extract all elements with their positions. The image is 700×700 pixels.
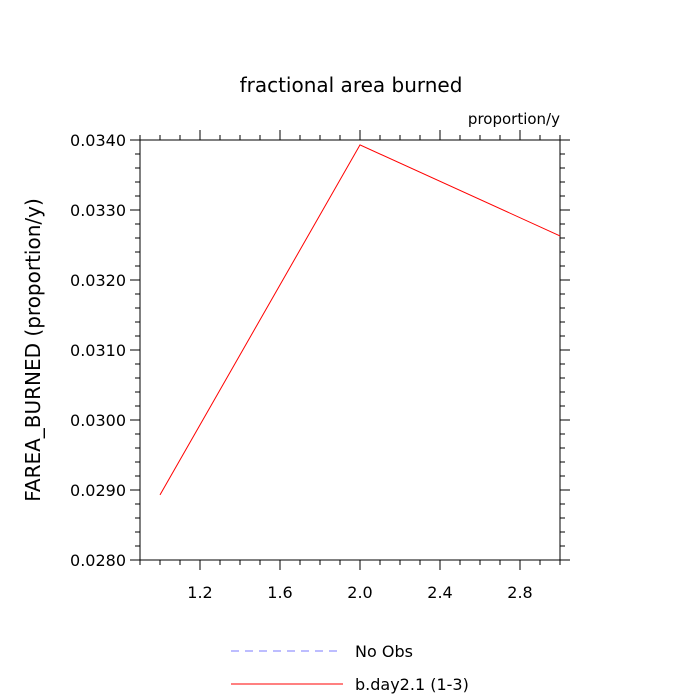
x-tick-label: 2.8: [507, 583, 532, 602]
y-axis-label: FAREA_BURNED (proportion/y): [21, 198, 45, 502]
legend-label: No Obs: [355, 642, 413, 661]
y-tick-label: 0.0300: [70, 411, 126, 430]
x-tick-label: 2.0: [347, 583, 372, 602]
legend-label: b.day2.1 (1-3): [355, 675, 469, 694]
units-label: proportion/y: [468, 110, 560, 128]
y-tick-label: 0.0330: [70, 201, 126, 220]
series-line: [159, 144, 561, 496]
plot-frame: [139, 139, 561, 561]
y-tick-label: 0.0310: [70, 341, 126, 360]
x-tick-label: 2.4: [427, 583, 452, 602]
series-group: [159, 144, 561, 496]
x-tick-label: 1.6: [267, 583, 292, 602]
axes: 0.0280 0.0290 0.0300 0.0310 0.0320 0.0330 0.03…: [70, 130, 570, 602]
legend: No Obs b.day2.1 (1-3): [231, 642, 469, 694]
y-tick-label: 0.0320: [70, 271, 126, 290]
chart-title: fractional area burned: [240, 73, 463, 97]
y-tick-label: 0.0280: [70, 551, 126, 570]
y-tick-label: 0.0290: [70, 481, 126, 500]
y-tick-label: 0.0340: [70, 131, 126, 150]
x-tick-label: 1.2: [187, 583, 212, 602]
